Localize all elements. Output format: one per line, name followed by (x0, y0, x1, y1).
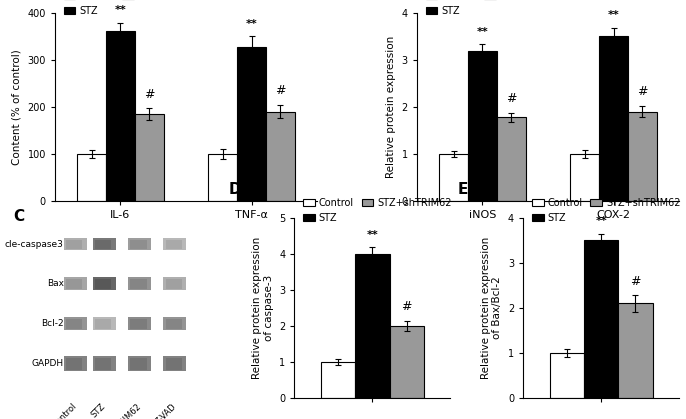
Bar (130, 240, 147, 249)
Bar (165, 358, 182, 370)
Text: #: # (401, 300, 412, 313)
Text: Bcl-2: Bcl-2 (41, 319, 64, 328)
Text: STZ+shTRIM62: STZ+shTRIM62 (91, 402, 143, 419)
Bar (130, 279, 147, 289)
Text: D: D (229, 182, 241, 197)
Bar (93, 277, 116, 290)
Text: **: ** (595, 217, 607, 226)
Bar (128, 356, 151, 371)
Bar (266, 111, 295, 201)
Bar (165, 240, 182, 249)
Bar (64, 277, 86, 290)
Bar (78, 154, 106, 201)
Bar (64, 356, 86, 371)
Text: E: E (458, 182, 468, 197)
Bar (549, 353, 584, 398)
Text: GAPDH: GAPDH (32, 359, 64, 368)
Bar (130, 358, 147, 370)
Bar (163, 356, 187, 371)
Text: **: ** (366, 230, 378, 240)
Bar (390, 326, 424, 398)
Bar (135, 114, 164, 201)
Text: STZ: STZ (90, 402, 108, 419)
Text: #: # (275, 84, 285, 98)
Bar (165, 319, 182, 328)
Bar (93, 238, 116, 250)
Bar (618, 303, 652, 398)
Bar (497, 117, 525, 201)
Bar (321, 362, 355, 398)
Bar (95, 279, 111, 289)
Text: Bax: Bax (47, 279, 64, 288)
Bar (163, 277, 187, 290)
Bar (66, 319, 82, 328)
Bar (599, 36, 628, 201)
Bar (209, 154, 237, 201)
Text: **: ** (477, 27, 488, 36)
Bar (128, 238, 151, 250)
Legend: Control, STZ, STZ+shTRIM62: Control, STZ, STZ+shTRIM62 (528, 194, 685, 227)
Y-axis label: Relative protein expression: Relative protein expression (386, 36, 396, 178)
Y-axis label: Relative protein expression
of caspase-3: Relative protein expression of caspase-3 (252, 237, 274, 379)
Bar (570, 154, 599, 201)
Bar (64, 317, 86, 330)
Bar (439, 154, 468, 201)
Legend: Control, STZ, STZ+shTRIM62: Control, STZ, STZ+shTRIM62 (299, 194, 456, 227)
Bar (95, 319, 111, 328)
Bar (128, 277, 151, 290)
Text: Z-VAD: Z-VAD (154, 402, 178, 419)
Legend: Control, STZ, STZ+shTRIM62: Control, STZ, STZ+shTRIM62 (422, 0, 578, 20)
Bar (165, 279, 182, 289)
Text: C: C (14, 209, 25, 224)
Text: #: # (637, 85, 648, 98)
Bar (468, 51, 497, 201)
Bar (66, 240, 82, 249)
Bar (93, 317, 116, 330)
Y-axis label: Relative protein expression
of Bax/Bcl-2: Relative protein expression of Bax/Bcl-2 (481, 237, 502, 379)
Bar (106, 31, 135, 201)
Text: **: ** (115, 5, 126, 16)
Legend: Control, STZ, STZ+shTRIM62: Control, STZ, STZ+shTRIM62 (60, 0, 216, 20)
Y-axis label: Content (% of control): Content (% of control) (12, 49, 22, 165)
Text: cle-caspase3: cle-caspase3 (5, 240, 64, 248)
Text: #: # (144, 88, 154, 101)
Bar (237, 47, 266, 201)
Bar (66, 279, 82, 289)
Text: #: # (506, 92, 517, 105)
Bar (95, 240, 111, 249)
Text: #: # (630, 275, 641, 288)
Bar (128, 317, 151, 330)
Text: **: ** (608, 10, 619, 20)
Bar (584, 241, 618, 398)
Bar (628, 111, 657, 201)
Bar (163, 238, 187, 250)
Bar (355, 254, 390, 398)
Bar (64, 238, 86, 250)
Text: Control: Control (50, 402, 78, 419)
Bar (95, 358, 111, 370)
Bar (130, 319, 147, 328)
Bar (163, 317, 187, 330)
Text: **: ** (246, 18, 257, 28)
Bar (66, 358, 82, 370)
Bar (93, 356, 116, 371)
